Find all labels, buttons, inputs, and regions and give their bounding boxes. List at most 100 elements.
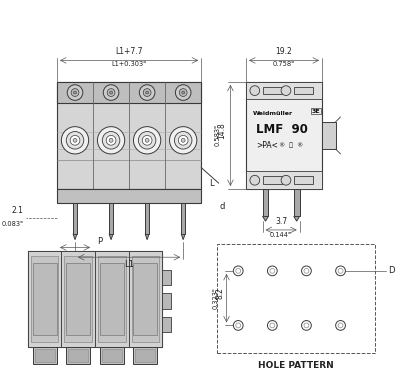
Circle shape (233, 266, 243, 276)
Circle shape (233, 321, 243, 330)
Circle shape (102, 132, 120, 149)
Bar (294, 87, 313, 94)
Circle shape (302, 266, 311, 276)
Bar (294, 176, 313, 184)
Circle shape (181, 138, 185, 142)
Text: L1: L1 (124, 260, 134, 269)
Text: L1+7.7: L1+7.7 (115, 47, 143, 56)
Bar (102, 349, 122, 362)
Circle shape (145, 138, 149, 142)
Text: 3.7: 3.7 (275, 217, 287, 226)
Circle shape (73, 138, 77, 142)
Bar (57, 82, 201, 189)
Bar (162, 270, 171, 285)
Text: 19.2: 19.2 (276, 47, 292, 56)
Bar (33, 347, 57, 364)
Bar (134, 347, 157, 364)
Circle shape (97, 127, 125, 154)
Circle shape (336, 321, 346, 330)
Circle shape (178, 135, 188, 145)
Circle shape (66, 132, 84, 149)
Bar (263, 176, 282, 184)
Text: 0.583": 0.583" (215, 124, 221, 146)
Polygon shape (263, 216, 269, 221)
Bar (246, 82, 322, 99)
Bar (145, 203, 149, 234)
Polygon shape (109, 234, 113, 240)
Circle shape (138, 132, 156, 149)
Bar (28, 251, 61, 347)
Text: Weidmüller: Weidmüller (253, 111, 293, 116)
Bar (100, 263, 124, 335)
Circle shape (73, 91, 77, 94)
Text: 3E: 3E (312, 108, 320, 114)
Circle shape (61, 127, 89, 154)
Bar (132, 256, 159, 342)
Circle shape (70, 135, 80, 145)
Bar (322, 122, 336, 149)
Circle shape (139, 85, 155, 100)
Bar (294, 189, 300, 216)
Bar (33, 263, 57, 335)
Bar (181, 203, 185, 234)
Circle shape (336, 266, 346, 276)
Bar (109, 203, 113, 234)
Bar (134, 263, 157, 335)
Circle shape (267, 321, 277, 330)
Text: ®  Ⓛ  ®: ® Ⓛ ® (279, 143, 303, 148)
Polygon shape (294, 216, 300, 221)
Text: LMF  90: LMF 90 (256, 123, 308, 136)
Text: 8.2: 8.2 (215, 287, 225, 299)
Circle shape (174, 132, 192, 149)
Circle shape (182, 91, 185, 94)
Bar (68, 349, 88, 362)
Circle shape (67, 85, 83, 100)
Bar (246, 82, 322, 189)
Circle shape (103, 85, 119, 100)
Text: 0.144": 0.144" (270, 232, 292, 238)
Bar (162, 293, 171, 309)
Polygon shape (73, 234, 77, 240)
Bar (28, 251, 162, 347)
Bar (100, 347, 124, 364)
Text: 0.758": 0.758" (273, 61, 295, 67)
Text: L: L (209, 179, 213, 188)
Bar (35, 349, 55, 362)
Bar (64, 256, 92, 342)
Circle shape (107, 89, 115, 96)
Bar (57, 189, 201, 203)
Circle shape (146, 91, 148, 94)
Text: 0.083": 0.083" (2, 221, 24, 227)
Text: d: d (220, 202, 225, 211)
Circle shape (134, 127, 161, 154)
Circle shape (109, 138, 113, 142)
Bar (73, 203, 77, 234)
Circle shape (267, 266, 277, 276)
Circle shape (179, 89, 187, 96)
Text: HOLE PATTERN: HOLE PATTERN (258, 360, 334, 370)
Bar (57, 82, 201, 103)
Bar (31, 256, 59, 342)
Bar (66, 347, 90, 364)
Text: P: P (97, 236, 102, 246)
Circle shape (302, 321, 311, 330)
Polygon shape (181, 234, 185, 240)
Bar (263, 189, 269, 216)
Text: D: D (388, 266, 395, 276)
Text: L1+0.303": L1+0.303" (112, 61, 147, 67)
Bar (128, 251, 162, 347)
Bar (263, 87, 282, 94)
Text: 2.1: 2.1 (12, 206, 24, 215)
Circle shape (176, 85, 191, 100)
Circle shape (106, 135, 116, 145)
Text: >PA<: >PA< (256, 141, 278, 150)
Circle shape (281, 175, 291, 185)
Bar (98, 256, 126, 342)
Bar (61, 251, 95, 347)
Circle shape (110, 91, 113, 94)
Bar (162, 317, 171, 332)
Bar (246, 171, 322, 189)
Circle shape (170, 127, 197, 154)
Text: 14.8: 14.8 (217, 122, 227, 139)
Circle shape (71, 89, 79, 96)
